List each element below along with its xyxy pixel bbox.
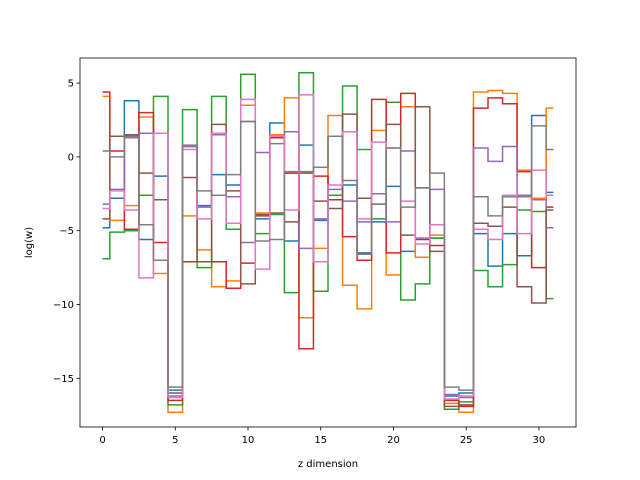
y-ticks: −15 −10 −5 0 5	[53, 79, 80, 385]
series-group	[102, 72, 554, 413]
x-tick-label: 25	[460, 435, 473, 446]
x-tick-label: 30	[533, 435, 546, 446]
y-axis-label: log(w)	[24, 227, 35, 258]
x-tick-label: 5	[172, 435, 178, 446]
series-line-8	[102, 120, 554, 391]
y-tick-label: −10	[53, 300, 74, 311]
series-line-7	[102, 94, 554, 400]
x-tick-label: 0	[99, 435, 105, 446]
x-ticks: 0 5 10 15 20 25 30	[99, 427, 545, 446]
y-tick-label: −5	[59, 226, 74, 237]
x-tick-label: 20	[387, 435, 400, 446]
x-tick-label: 10	[242, 435, 255, 446]
x-tick-label: 15	[314, 435, 327, 446]
series-line-4	[102, 91, 554, 408]
y-tick-label: −15	[53, 374, 74, 385]
x-axis-label: z dimension	[298, 459, 358, 470]
y-tick-label: 5	[68, 79, 74, 90]
y-tick-label: 0	[68, 152, 74, 163]
axes-frame	[79, 57, 577, 428]
